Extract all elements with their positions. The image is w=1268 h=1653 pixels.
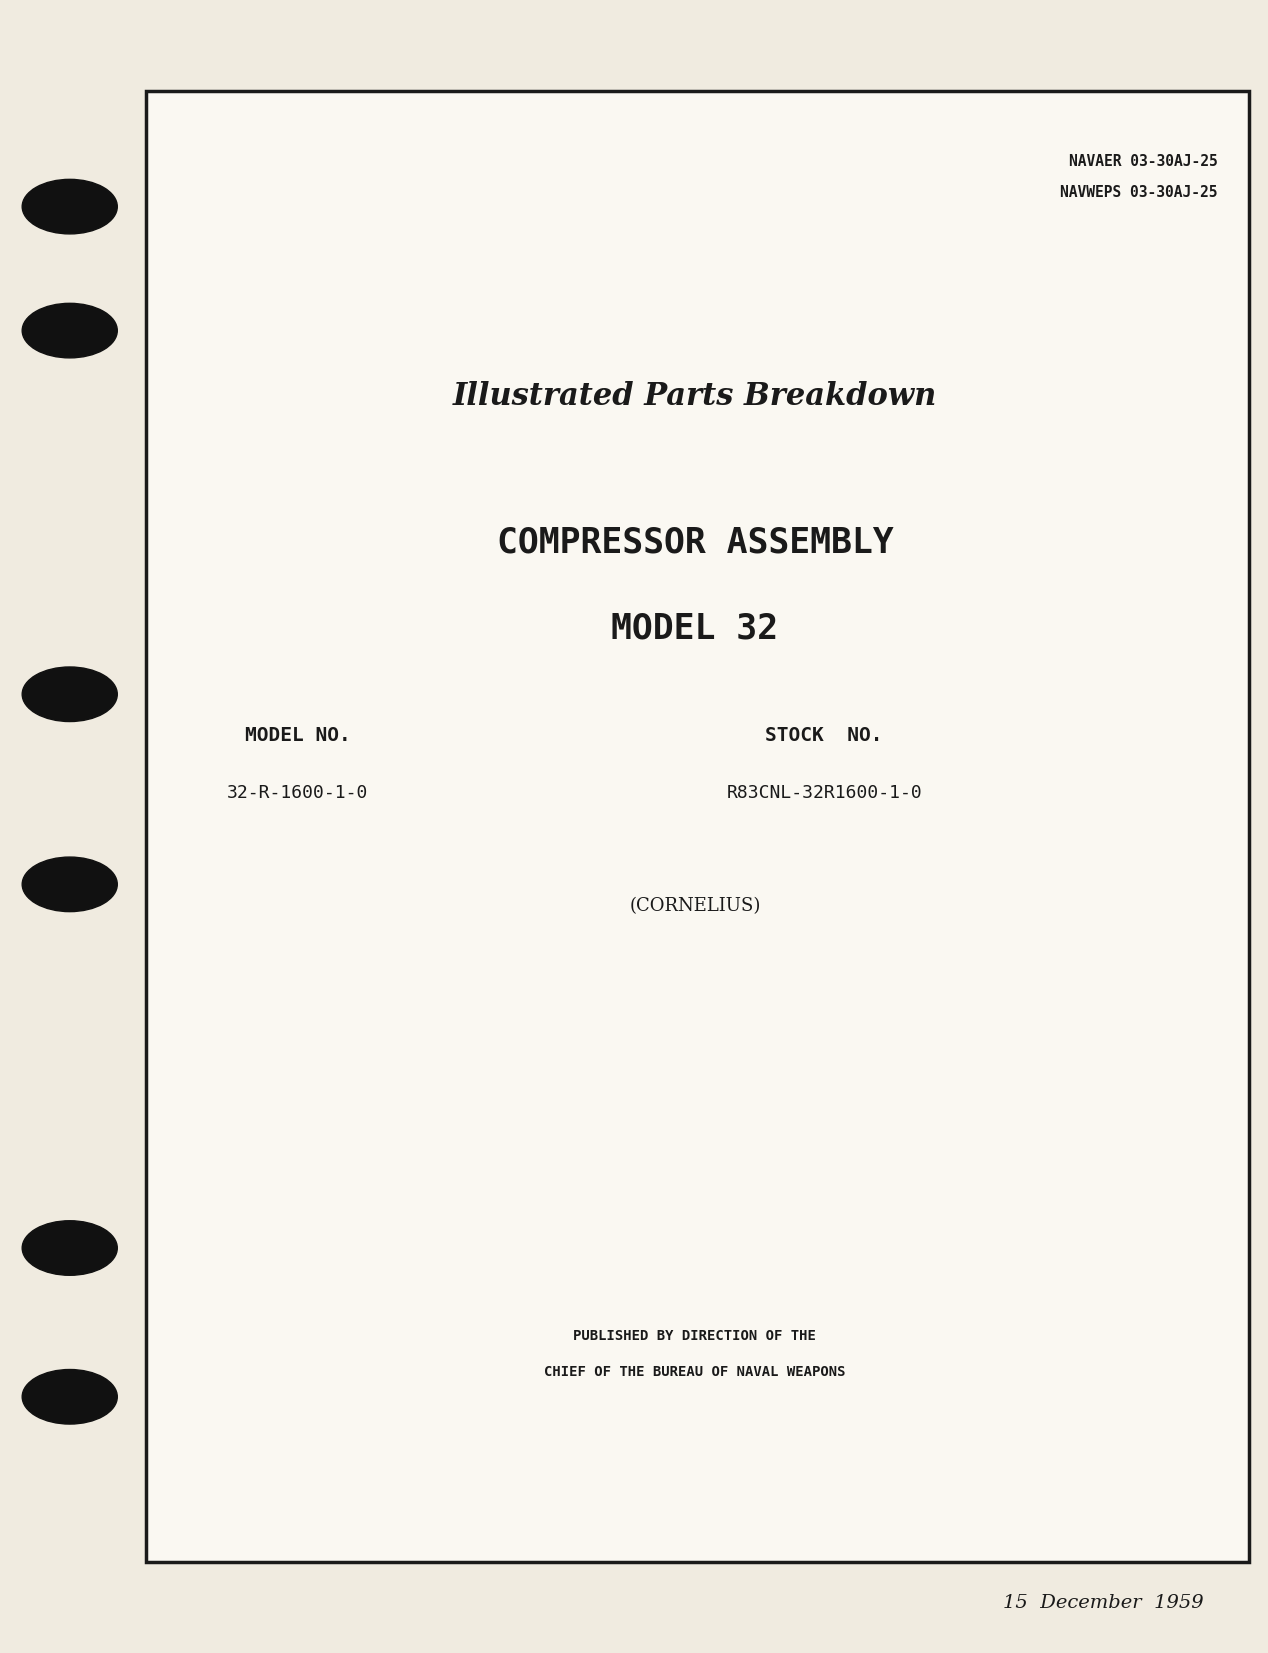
- Ellipse shape: [22, 856, 117, 911]
- Ellipse shape: [22, 666, 117, 721]
- Ellipse shape: [22, 1369, 117, 1423]
- Text: STOCK  NO.: STOCK NO.: [766, 726, 883, 746]
- Text: 15  December  1959: 15 December 1959: [1003, 1595, 1203, 1612]
- Ellipse shape: [22, 302, 117, 357]
- Text: COMPRESSOR ASSEMBLY: COMPRESSOR ASSEMBLY: [497, 526, 893, 559]
- Text: (CORNELIUS): (CORNELIUS): [629, 898, 761, 914]
- Ellipse shape: [22, 1220, 117, 1276]
- Bar: [146, 91, 1249, 1562]
- Text: 32-R-1600-1-0: 32-R-1600-1-0: [227, 785, 369, 802]
- Ellipse shape: [22, 179, 117, 233]
- Text: MODEL NO.: MODEL NO.: [245, 726, 351, 746]
- Text: CHIEF OF THE BUREAU OF NAVAL WEAPONS: CHIEF OF THE BUREAU OF NAVAL WEAPONS: [544, 1365, 846, 1379]
- Text: R83CNL-32R1600-1-0: R83CNL-32R1600-1-0: [727, 785, 922, 802]
- Text: PUBLISHED BY DIRECTION OF THE: PUBLISHED BY DIRECTION OF THE: [573, 1329, 817, 1342]
- Text: MODEL 32: MODEL 32: [611, 612, 779, 645]
- Text: NAVWEPS 03-30AJ-25: NAVWEPS 03-30AJ-25: [1060, 185, 1217, 200]
- Text: NAVAER 03-30AJ-25: NAVAER 03-30AJ-25: [1069, 154, 1217, 169]
- Text: Illustrated Parts Breakdown: Illustrated Parts Breakdown: [453, 382, 937, 412]
